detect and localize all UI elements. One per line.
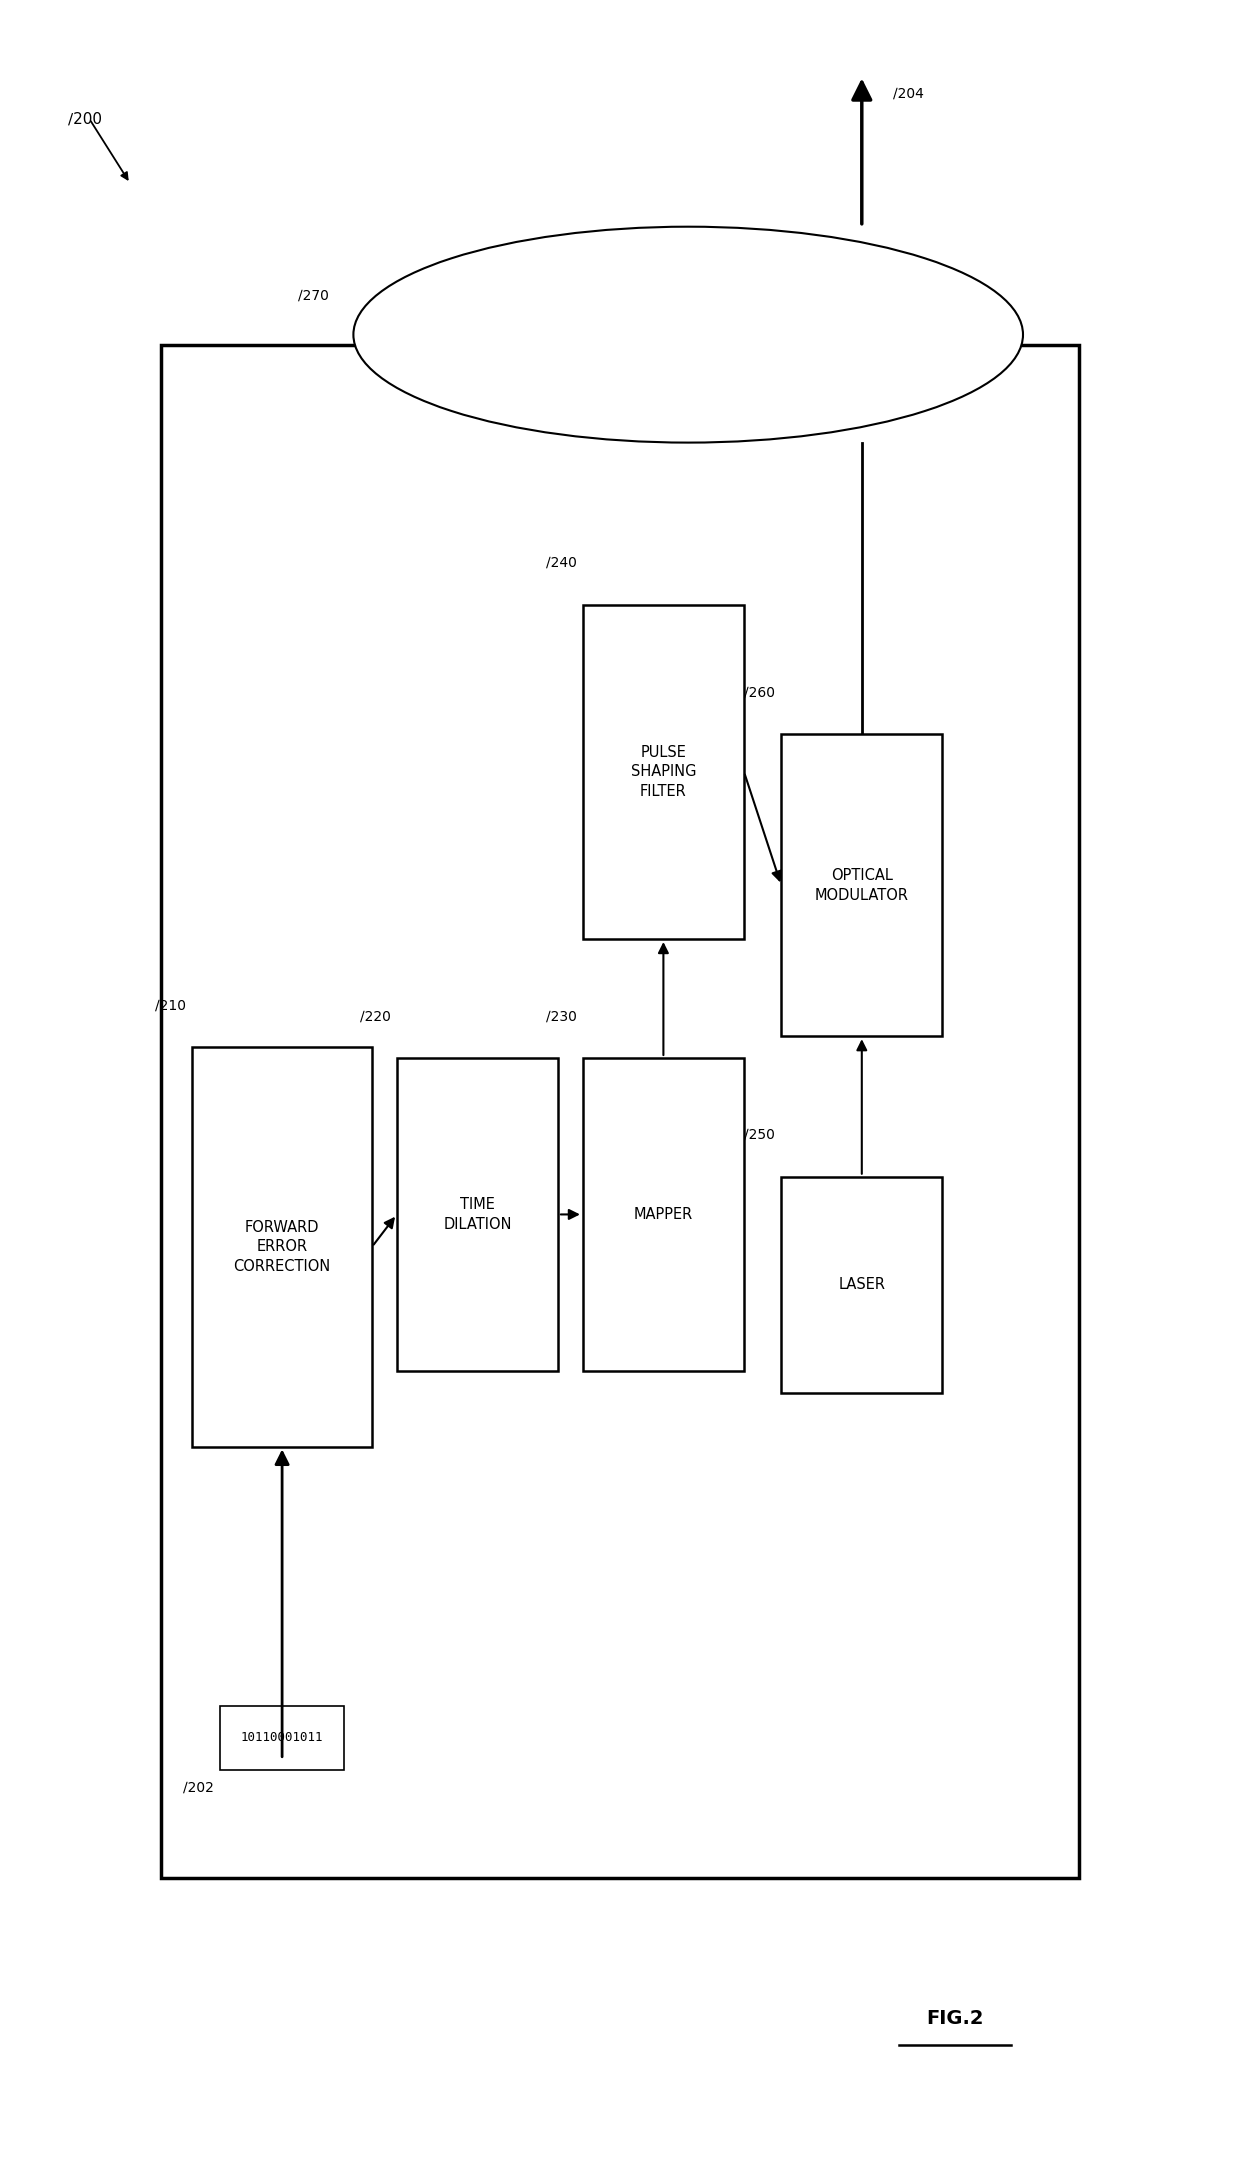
Text: ∕210: ∕210 [155, 1000, 186, 1013]
Text: ∕200: ∕200 [68, 112, 102, 125]
Bar [161, 345, 1079, 1878]
Text: MAPPER: MAPPER [634, 1207, 693, 1222]
Text: LASER: LASER [838, 1278, 885, 1291]
Text: OPTICAL
MODULATOR: OPTICAL MODULATOR [815, 868, 909, 902]
Bar [583, 1058, 744, 1371]
Text: FIG.2: FIG.2 [926, 2010, 983, 2027]
Text: TIME
DILATION: TIME DILATION [443, 1196, 512, 1233]
Text: PULSE
SHAPING
FILTER: PULSE SHAPING FILTER [631, 745, 696, 799]
Bar [781, 1177, 942, 1393]
Text: ∕270: ∕270 [298, 289, 329, 302]
Text: 10110001011: 10110001011 [241, 1732, 324, 1744]
Text: ∕250: ∕250 [744, 1129, 775, 1142]
Bar [192, 1047, 372, 1447]
Bar [397, 1058, 558, 1371]
Text: ∕204: ∕204 [893, 86, 924, 99]
Ellipse shape [353, 227, 1023, 443]
Bar [221, 1706, 343, 1770]
Bar [781, 734, 942, 1036]
Text: ∕220: ∕220 [360, 1010, 391, 1023]
Text: ∕240: ∕240 [546, 557, 577, 570]
Text: ∕260: ∕260 [744, 687, 775, 700]
Text: FORWARD
ERROR
CORRECTION: FORWARD ERROR CORRECTION [233, 1220, 331, 1274]
Text: ∕202: ∕202 [184, 1781, 213, 1794]
Text: ∕230: ∕230 [546, 1010, 577, 1023]
Bar [583, 605, 744, 939]
